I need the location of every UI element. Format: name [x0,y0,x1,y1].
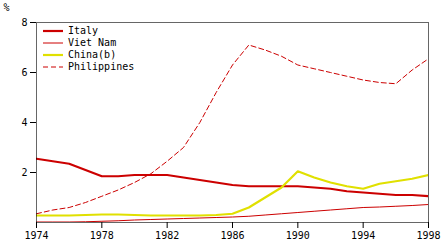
svg-text:%: % [4,2,10,13]
svg-text:2: 2 [21,167,27,178]
svg-text:8: 8 [21,17,27,28]
svg-text:1986: 1986 [220,230,244,241]
svg-text:6: 6 [21,67,27,78]
html-text:Philippines: Philippines [68,61,135,72]
svg-text:1974: 1974 [24,230,48,241]
html-text:Italy: Italy [68,25,99,36]
html-text:Viet Nam: Viet Nam [68,37,117,48]
svg-text:1978: 1978 [90,230,114,241]
svg-text:1982: 1982 [155,230,179,241]
svg-text:1990: 1990 [286,230,310,241]
svg-text:1998: 1998 [416,230,440,241]
svg-text:1994: 1994 [351,230,375,241]
html-text:China(b): China(b) [68,49,117,60]
svg-text:4: 4 [21,117,27,128]
